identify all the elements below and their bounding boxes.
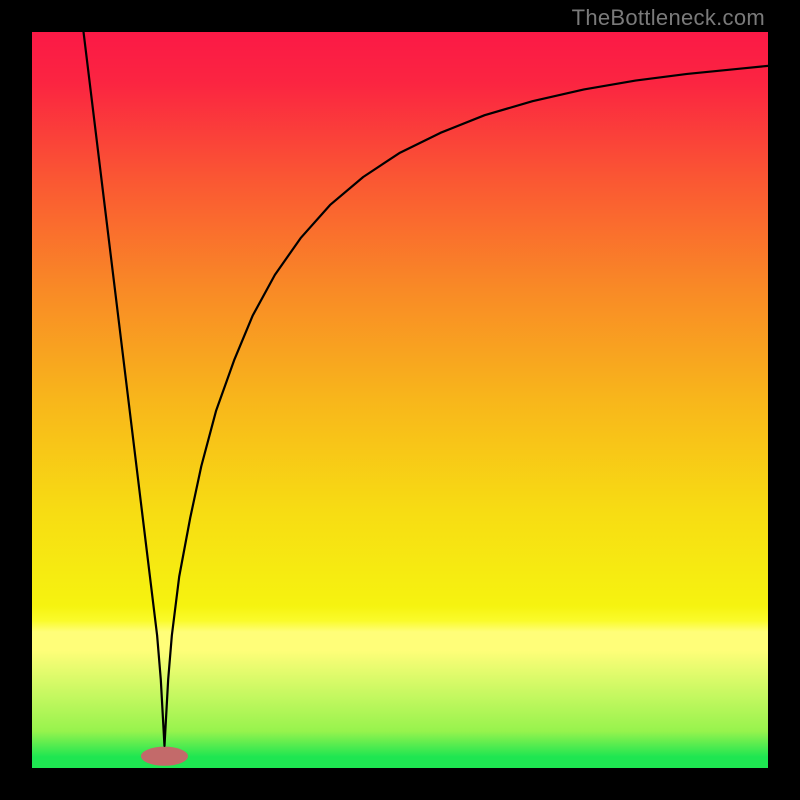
- bottleneck-curve: [32, 32, 768, 768]
- plot-area: [32, 32, 768, 768]
- watermark-source-label: TheBottleneck.com: [572, 5, 765, 31]
- chart-frame: TheBottleneck.com: [0, 0, 800, 800]
- bottleneck-curve-path: [84, 32, 768, 746]
- dip-marker: [141, 747, 188, 766]
